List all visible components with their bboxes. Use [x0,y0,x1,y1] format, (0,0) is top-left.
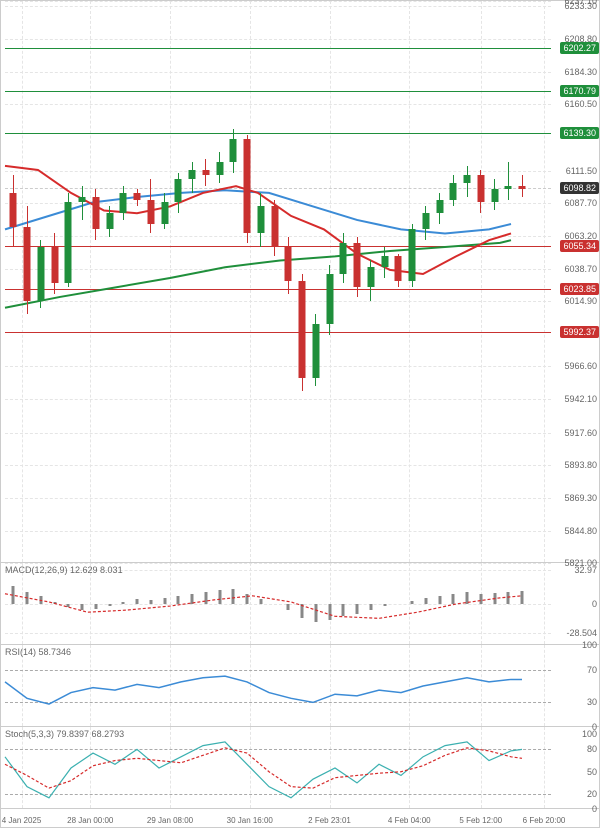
y-tick-label: 6111.50 [566,166,597,176]
y-tick-label: 6063.20 [564,231,597,241]
stoch-panel[interactable]: 1008050200Stoch(5,3,3) 79.8397 68.2793 [1,727,599,809]
y-tick-label: 5869.30 [564,493,597,503]
support-tag: 6023.85 [560,283,599,295]
rsi-panel[interactable]: 10070300RSI(14) 58.7346 [1,645,599,727]
stoch-label: Stoch(5,3,3) 79.8397 68.2793 [5,729,124,739]
x-tick-label: 4 Feb 04:00 [388,816,431,825]
x-tick-label: 29 Jan 08:00 [147,816,193,825]
y-tick-label: 6087.70 [564,198,597,208]
stoch-lines [5,727,551,808]
x-tick-label: 4 Jan 2025 [2,816,42,825]
x-tick-label: 5 Feb 12:00 [459,816,502,825]
macd-signal [5,563,551,644]
resistance-tag: 6202.27 [560,42,599,54]
moving-averages [5,1,551,562]
support-tag: 5992.37 [560,326,599,338]
resistance-tag: 6170.79 [560,85,599,97]
support-tag: 6055.34 [560,240,599,252]
y-tick-label: 5893.80 [564,460,597,470]
price-panel[interactable]: 6237.106233.306208.806184.306160.506111.… [1,1,599,563]
y-tick-label: 5917.60 [564,428,597,438]
x-tick-label: 6 Feb 20:00 [523,816,566,825]
chart-root: 6237.106233.306208.806184.306160.506111.… [0,0,600,828]
y-tick-label: 6233.30 [564,1,597,11]
x-axis: 4 Jan 2025 28 Jan 00:00 29 Jan 08:00 30 Jan… [5,809,551,827]
x-tick-label: 2 Feb 23:01 [308,816,351,825]
y-tick-label: 6160.50 [564,99,597,109]
rsi-label: RSI(14) 58.7346 [5,647,71,657]
y-tick-label: 6038.70 [564,264,597,274]
current-price-tag: 6098.82 [560,182,599,194]
resistance-tag: 6139.30 [560,127,599,139]
macd-panel[interactable]: 32.970-28.504MACD(12,26,9) 12.629 8.031 [1,563,599,645]
x-tick-label: 28 Jan 00:00 [67,816,113,825]
rsi-line [5,645,551,726]
y-tick-label: 6014.90 [564,296,597,306]
y-tick-label: 5966.60 [564,361,597,371]
y-tick-label: 6184.30 [564,67,597,77]
y-tick-label: 5844.80 [564,526,597,536]
y-tick-label: 5942.10 [564,394,597,404]
macd-label: MACD(12,26,9) 12.629 8.031 [5,565,123,575]
x-tick-label: 30 Jan 16:00 [227,816,273,825]
